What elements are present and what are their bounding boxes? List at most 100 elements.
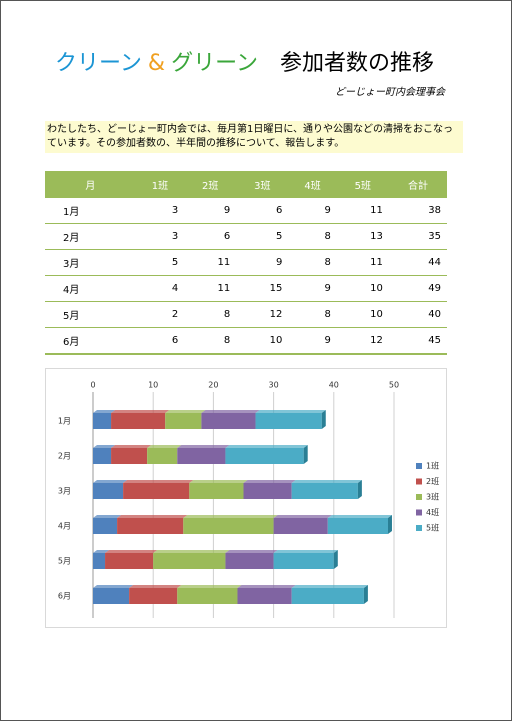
- legend-label: 5班: [426, 523, 439, 533]
- table-header-cell: 合計: [388, 171, 447, 198]
- bar-side: [303, 445, 308, 464]
- legend-swatch: [416, 494, 422, 500]
- x-tick-label: 40: [329, 381, 339, 390]
- y-tick-label: 5月: [58, 557, 71, 566]
- table-cell: 6: [236, 198, 289, 224]
- table-header-cell: 1班: [135, 171, 185, 198]
- bar: [147, 448, 178, 464]
- bar-top: [291, 585, 368, 588]
- table-cell: 8: [184, 301, 237, 328]
- bar: [225, 553, 274, 569]
- table-cell: 11: [184, 249, 237, 276]
- bar: [165, 413, 202, 429]
- table-cell: 5月: [45, 301, 136, 328]
- bar: [177, 588, 238, 604]
- bar-top: [243, 480, 296, 483]
- table-cell: 2: [135, 301, 185, 328]
- table-cell: 35: [388, 223, 447, 250]
- table-header-cell: 3班: [236, 171, 289, 198]
- bar-top: [201, 410, 260, 413]
- x-tick-label: 0: [90, 381, 95, 390]
- bar-top: [273, 550, 338, 553]
- bar-top: [273, 515, 332, 518]
- bar: [225, 448, 304, 464]
- table-cell: 8: [288, 249, 337, 276]
- table-row: 1月 3 9 6 9 11 38: [45, 198, 447, 224]
- table-cell: 11: [336, 249, 389, 276]
- table-cell: 38: [388, 198, 447, 224]
- table-cell: 9: [288, 275, 337, 302]
- bar-top: [93, 515, 122, 518]
- bar: [255, 413, 322, 429]
- legend-swatch: [416, 478, 422, 485]
- table-cell: 49: [388, 275, 447, 302]
- table-cell: 4: [135, 275, 185, 302]
- table: 月 1班 2班 3班 4班 5班 合計 1月 3 9 6 9 11 38 2月 3 6 5 8 13 35 3月 5 11 9 8…: [45, 171, 447, 355]
- bar: [243, 483, 292, 499]
- x-tick-label: 10: [148, 381, 158, 390]
- x-tick-label: 30: [269, 381, 279, 390]
- table-cell: 9: [288, 198, 337, 224]
- bar-top: [225, 445, 308, 448]
- table-cell: 5: [236, 223, 289, 250]
- bar-top: [165, 410, 206, 413]
- table-cell: 1月: [45, 198, 136, 224]
- table-cell: 3: [135, 223, 185, 250]
- bar: [123, 483, 190, 499]
- table-cell: 12: [336, 327, 389, 355]
- bar-side: [387, 515, 392, 534]
- table-cell: 9: [236, 249, 289, 276]
- bar-top: [147, 445, 182, 448]
- table-cell: 6月: [45, 327, 136, 355]
- x-tick-label: 20: [208, 381, 218, 390]
- table-cell: 8: [288, 223, 337, 250]
- bar-top: [93, 550, 110, 553]
- bar-top: [237, 585, 296, 588]
- table-header-cell: 2班: [184, 171, 237, 198]
- bar-top: [129, 585, 182, 588]
- title-part: クリーン: [55, 51, 142, 76]
- table-cell: 44: [388, 249, 447, 276]
- bar-top: [93, 410, 116, 413]
- legend-label: 4班: [426, 507, 439, 517]
- bar: [93, 448, 112, 464]
- bar: [273, 553, 334, 569]
- table-header-cell: 4班: [288, 171, 337, 198]
- y-tick-label: 2月: [58, 452, 71, 461]
- table-row: 3月 5 11 9 8 11 44: [45, 249, 447, 276]
- legend-swatch: [416, 509, 422, 516]
- table-cell: 3月: [45, 249, 136, 276]
- legend-label: 1班: [426, 461, 439, 471]
- table-cell: 40: [388, 301, 447, 328]
- bar-top: [153, 550, 230, 553]
- bar: [177, 448, 226, 464]
- table-cell: 11: [336, 198, 389, 224]
- bar: [111, 448, 148, 464]
- bar: [93, 413, 112, 429]
- table-cell: 6: [135, 327, 185, 355]
- table-cell: 9: [288, 327, 337, 355]
- table-cell: 45: [388, 327, 447, 355]
- table-header-cell: 月: [45, 171, 136, 198]
- y-tick-label: 4月: [58, 522, 71, 531]
- chart: 0 10 20 30 40 50 1月 2月 3月 4月 5月 6月 1班 2班 3班 4班 5班: [45, 368, 447, 628]
- bar-top: [111, 410, 170, 413]
- bar-side: [333, 550, 338, 569]
- bar: [291, 483, 358, 499]
- bar: [105, 553, 154, 569]
- bar-top: [93, 445, 116, 448]
- bar: [129, 588, 178, 604]
- bar-top: [123, 480, 194, 483]
- legend-swatch: [416, 463, 422, 469]
- table-cell: 9: [184, 198, 237, 224]
- table-cell: 8: [288, 301, 337, 328]
- bar-top: [111, 445, 152, 448]
- table-row: 5月 2 8 12 8 10 40: [45, 301, 447, 328]
- bar: [273, 518, 328, 534]
- bar: [327, 518, 388, 534]
- intro: わたしたち、どーじょー町内会では、毎月第1日曜日に、通りや公園などの清掃をおこな…: [45, 121, 463, 153]
- bar-top: [225, 550, 278, 553]
- legend-swatch: [416, 525, 422, 531]
- y-tick-label: 6月: [58, 592, 71, 601]
- table-cell: 13: [336, 223, 389, 250]
